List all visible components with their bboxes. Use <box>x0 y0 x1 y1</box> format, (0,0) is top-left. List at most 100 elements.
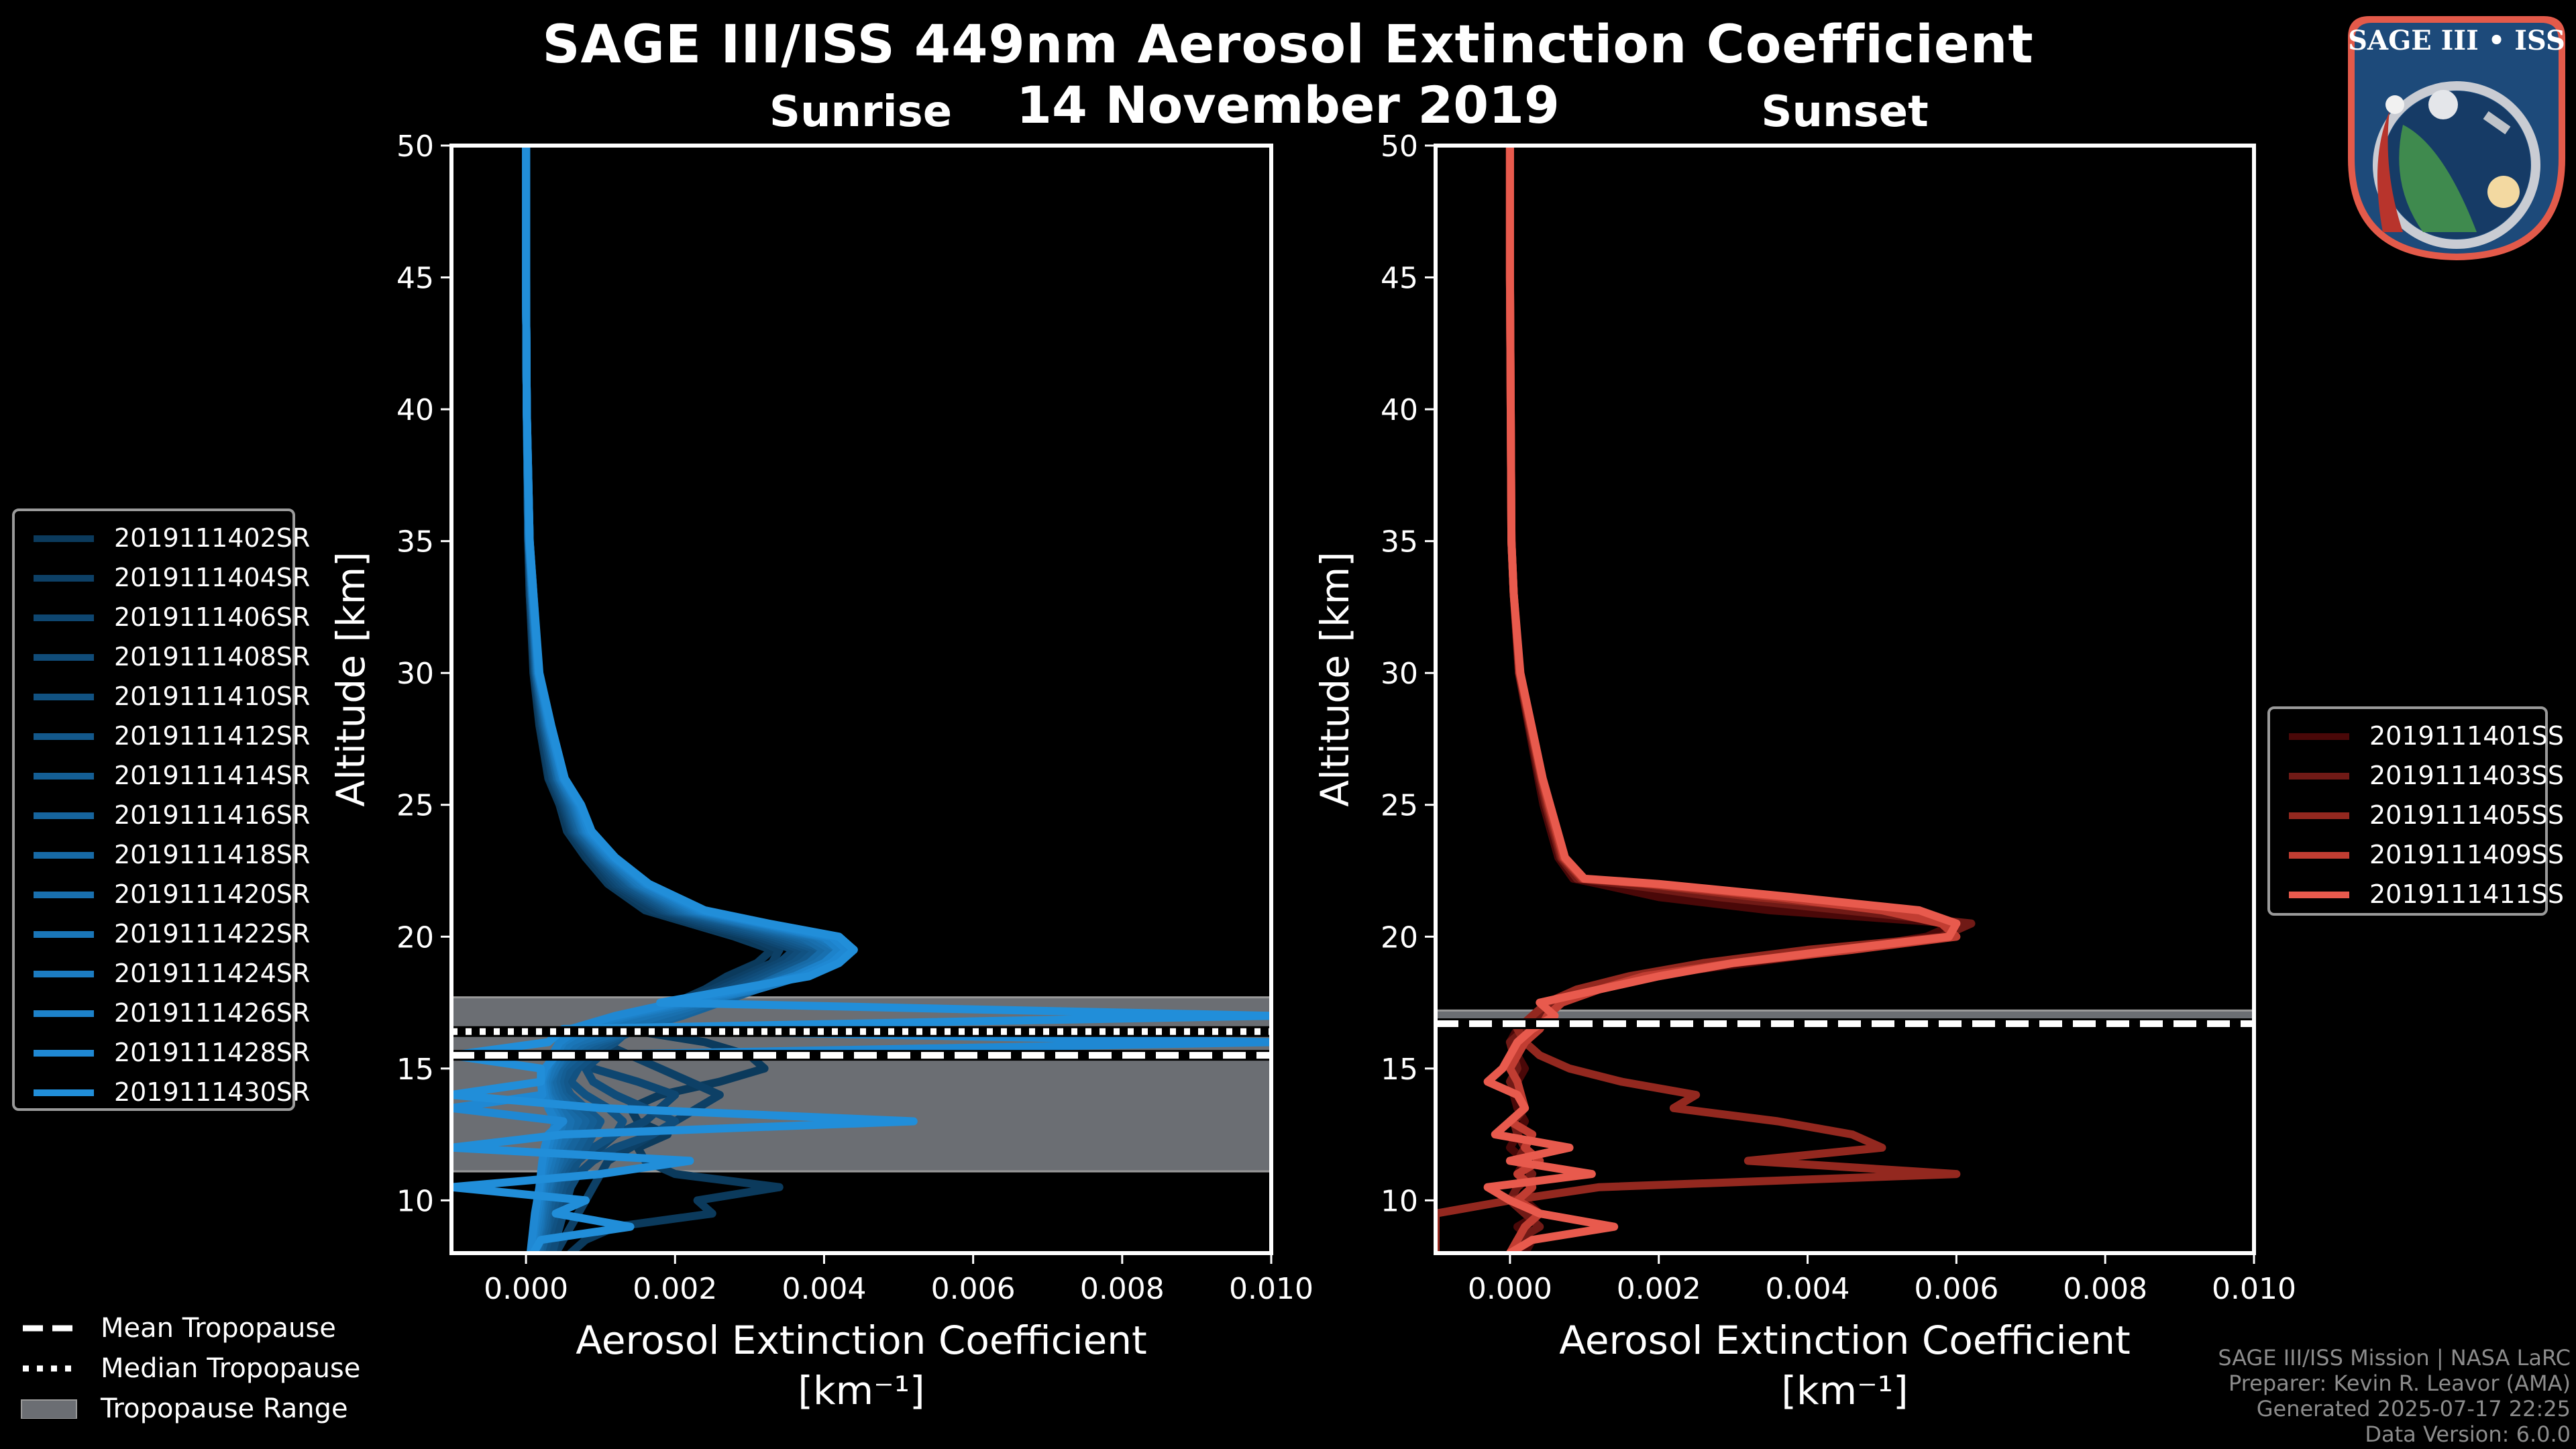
legend-label: 2019111412SR <box>114 721 311 751</box>
legend-line-swatch-icon <box>34 812 94 819</box>
legend-label: 2019111405SS <box>2369 800 2565 830</box>
x-tick-label: 0.008 <box>1080 1272 1165 1306</box>
y-tick-label: 10 <box>1381 1184 1418 1218</box>
series-line-2019111411SS <box>1483 146 1961 1253</box>
plot-frame <box>449 144 1273 1255</box>
y-tick-label: 45 <box>396 262 434 296</box>
x-tick-label: 0.006 <box>931 1272 1016 1306</box>
legend-line-swatch-icon <box>34 892 94 898</box>
x-axis-label: Aerosol Extinction Coefficient <box>1559 1318 2131 1363</box>
x-axis-label: Aerosol Extinction Coefficient <box>576 1318 1147 1363</box>
tropopause-legend: Mean Tropopause Median Tropopause Tropop… <box>20 1308 360 1429</box>
panel-title-sunrise: Sunrise <box>769 87 953 137</box>
x-tick-label: 0.004 <box>1766 1272 1850 1306</box>
legend-label: 2019111408SR <box>114 642 311 672</box>
wizard-head-icon <box>2385 95 2404 114</box>
x-tick-label: 0.004 <box>782 1272 866 1306</box>
legend-line-swatch-icon <box>34 971 94 977</box>
legend-label: 2019111410SR <box>114 682 311 711</box>
y-axis-label: Altitude [km] <box>1312 551 1358 806</box>
y-tick-label: 45 <box>1381 262 1418 296</box>
filled-box-icon <box>20 1399 80 1419</box>
legend-line-swatch-icon <box>2289 773 2349 780</box>
logo-title: SAGE III • ISS <box>2348 25 2565 56</box>
y-tick-label: 20 <box>396 920 434 955</box>
legend-label: 2019111404SR <box>114 563 311 592</box>
legend-label: 2019111414SR <box>114 761 311 790</box>
legend-line-swatch-icon <box>34 931 94 938</box>
legend-line-swatch-icon <box>34 575 94 582</box>
legend-sunrise: 2019111402SR 2019111404SR 2019111406SR 2019… <box>12 508 310 1111</box>
legend-label: 2019111411SS <box>2369 879 2565 909</box>
legend-label: 2019111403SS <box>2369 761 2565 790</box>
legend-label: 2019111422SR <box>114 919 311 949</box>
legend-line-swatch-icon <box>34 694 94 700</box>
legend-line-swatch-icon <box>34 1010 94 1017</box>
credit-mission: SAGE III/ISS Mission | NASA LaRC <box>2218 1345 2571 1371</box>
y-tick-label: 50 <box>396 129 434 164</box>
earth-icon <box>2399 125 2477 232</box>
y-tick-label: 15 <box>1381 1053 1418 1087</box>
panel-title-sunset: Sunset <box>1761 87 1929 137</box>
y-tick-label: 50 <box>1381 129 1418 164</box>
y-tick-label: 20 <box>1381 920 1418 955</box>
y-tick-label: 25 <box>1381 789 1418 823</box>
legend-line-swatch-icon <box>34 614 94 621</box>
legend-sunset: 2019111401SS 2019111403SS 2019111405SS 2019… <box>2267 706 2564 916</box>
credit-preparer: Preparer: Kevin R. Leavor (AMA) <box>2228 1371 2571 1396</box>
legend-line-swatch-icon <box>34 852 94 859</box>
x-tick-label: 0.002 <box>1617 1272 1701 1306</box>
dashed-line-icon <box>20 1318 80 1338</box>
y-tick-label: 30 <box>396 657 434 691</box>
legend-item-tropopause-range: Tropopause Range <box>20 1389 360 1429</box>
legend-line-swatch-icon <box>34 535 94 542</box>
logo-ring <box>2373 81 2540 249</box>
panel-sunrise: 0.000 0.002 0.004 0.006 0.008 0.010 10 15 20 25 30… <box>328 129 1313 1413</box>
legend-line-swatch-icon <box>2289 852 2349 859</box>
legend-line-swatch-icon <box>2289 892 2349 898</box>
legend-label: 2019111401SS <box>2369 721 2565 751</box>
y-tick-label: 35 <box>1381 525 1418 559</box>
x-tick-label: 0.002 <box>633 1272 717 1306</box>
x-tick-label: 0.006 <box>1914 1272 1998 1306</box>
plot-area <box>1436 146 2254 1253</box>
x-tick-label: 0.000 <box>1468 1272 1552 1306</box>
plot-frame <box>1434 144 2256 1255</box>
legend-line-swatch-icon <box>2289 812 2349 819</box>
sage-iii-iss-mission-logo: SAGE III • ISS <box>2348 16 2565 260</box>
y-tick-label: 30 <box>1381 657 1418 691</box>
legend-line-swatch-icon <box>2289 733 2349 740</box>
legend-label: 2019111428SR <box>114 1038 311 1067</box>
legend-label: 2019111402SR <box>114 523 311 553</box>
legend-label: 2019111430SR <box>114 1077 311 1107</box>
legend-label: Mean Tropopause <box>101 1313 336 1344</box>
legend-label: 2019111418SR <box>114 840 311 869</box>
x-tick-label: 0.010 <box>2212 1272 2296 1306</box>
chart-subtitle-date: 14 November 2019 <box>1016 75 1560 135</box>
legend-item-median-tropopause: Median Tropopause <box>20 1348 360 1389</box>
legend-line-swatch-icon <box>34 654 94 661</box>
x-tick-label: 0.010 <box>1229 1272 1313 1306</box>
x-axis-units: [km⁻¹] <box>798 1368 924 1413</box>
legend-line-swatch-icon <box>34 1050 94 1057</box>
iss-icon <box>2483 111 2511 135</box>
chart-title: SAGE III/ISS 449nm Aerosol Extinction Co… <box>542 15 2034 75</box>
legend-label: 2019111424SR <box>114 959 311 988</box>
credit-data-version: Data Version: 6.0.0 <box>2365 1421 2571 1447</box>
legend-label: Median Tropopause <box>101 1353 361 1384</box>
y-tick-label: 15 <box>396 1053 434 1087</box>
x-tick-label: 0.000 <box>484 1272 568 1306</box>
legend-line-swatch-icon <box>34 733 94 740</box>
legend-label: 2019111426SR <box>114 998 311 1028</box>
legend-label: 2019111406SR <box>114 602 311 632</box>
wizard-figure-icon <box>2377 111 2403 232</box>
credits-block: SAGE III/ISS Mission | NASA LaRC Prepare… <box>2218 1345 2571 1447</box>
panel-sunset: 0.000 0.002 0.004 0.006 0.008 0.010 10 15 20 25 30… <box>1312 129 2296 1413</box>
legend-label: 2019111420SR <box>114 879 311 909</box>
legend-label: 2019111409SS <box>2369 840 2565 869</box>
x-tick-label: 0.008 <box>2063 1272 2147 1306</box>
y-tick-label: 10 <box>396 1184 434 1218</box>
series-group <box>451 146 1271 1253</box>
y-tick-label: 25 <box>396 789 434 823</box>
